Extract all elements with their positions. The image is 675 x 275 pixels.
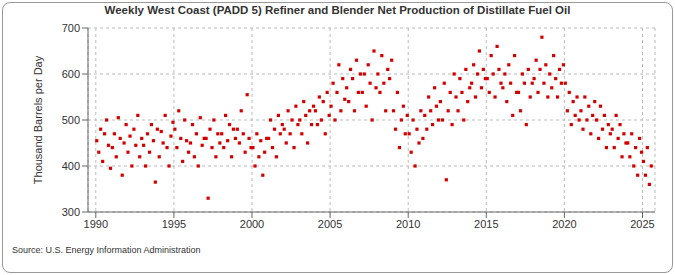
svg-text:2020: 2020 — [552, 218, 576, 230]
svg-text:2005: 2005 — [318, 218, 342, 230]
svg-text:Thousand Barrels per Day: Thousand Barrels per Day — [32, 55, 44, 184]
html-text:Source: U.S. Energy Informatio: Source: U.S. Energy Information Administ… — [12, 245, 201, 255]
svg-text:2015: 2015 — [474, 218, 498, 230]
svg-text:600: 600 — [62, 68, 80, 80]
svg-text:2025: 2025 — [630, 218, 654, 230]
svg-text:2010: 2010 — [396, 218, 420, 230]
svg-text:300: 300 — [62, 206, 80, 218]
svg-text:2000: 2000 — [240, 218, 264, 230]
html-text:Weekly West Coast (PADD 5) Ref: Weekly West Coast (PADD 5) Refiner and B… — [104, 4, 571, 16]
svg-text:400: 400 — [62, 160, 80, 172]
svg-text:700: 700 — [62, 22, 80, 34]
svg-text:1995: 1995 — [162, 218, 186, 230]
svg-text:500: 500 — [62, 114, 80, 126]
svg-text:1990: 1990 — [84, 218, 108, 230]
